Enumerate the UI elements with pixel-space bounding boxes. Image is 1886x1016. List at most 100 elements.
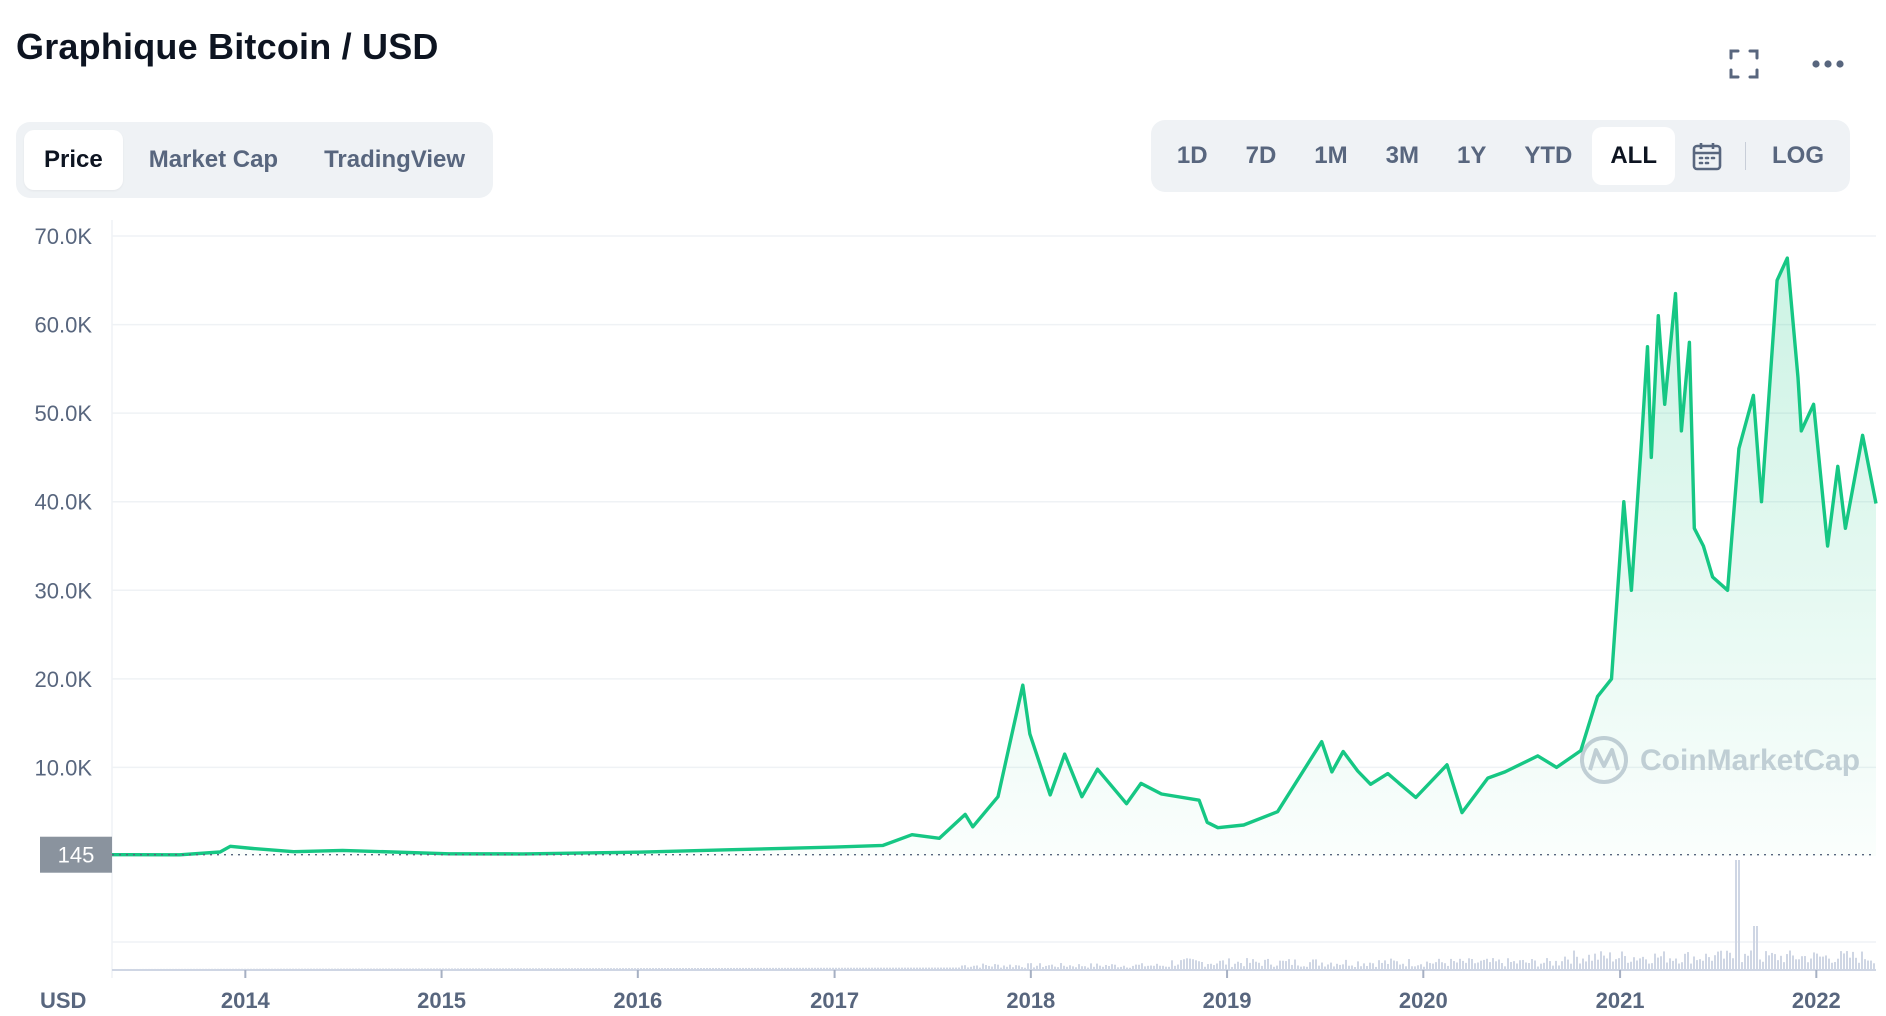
volume-bar [1348,965,1350,970]
volume-bar [1810,958,1812,970]
volume-bar [1357,961,1359,970]
y-tick-label: 50.0K [35,401,93,426]
volume-bar [904,967,906,970]
range-1y[interactable]: 1Y [1456,142,1487,169]
volume-bar [796,967,798,970]
volume-bar [1867,960,1869,970]
volume-bar [1603,955,1605,970]
volume-bar [1015,965,1017,970]
volume-bar [1141,963,1143,970]
volume-bar [715,967,717,970]
volume-bar [940,967,942,970]
volume-bar [1441,962,1443,970]
volume-bar [958,967,960,970]
volume-bar [1009,964,1011,970]
price-line [111,256,1878,857]
volume-bar [844,967,846,970]
tab-price[interactable]: Price [24,130,123,190]
volume-bar [1237,961,1239,970]
volume-bar [1732,958,1734,970]
volume-bar [1069,965,1071,970]
volume-bar [1612,961,1614,970]
volume-bar [982,963,984,970]
volume-bar [1507,958,1509,970]
volume-bar [859,967,861,970]
volume-bar [781,967,783,970]
volume-bar [1108,965,1110,970]
fullscreen-icon[interactable] [1724,44,1764,84]
volume-bar [1318,965,1320,970]
range-1d[interactable]: 1D [1176,142,1208,169]
volume-bar [832,967,834,970]
volume-bar [727,967,729,970]
volume-bar [1063,965,1065,970]
volume-bar [1561,961,1563,970]
range-3m[interactable]: 3M [1385,142,1419,169]
volume-bar [718,967,720,970]
volume-bar [841,967,843,970]
volume-bar [994,964,996,970]
x-tick-label: 2022 [1792,988,1841,1013]
calendar-icon[interactable] [1677,127,1737,185]
volume-bar [751,967,753,970]
volume-bar [1729,952,1731,970]
volume-bar [1678,963,1680,970]
volume-bar [1282,960,1284,970]
volume-bar [1738,860,1740,970]
volume-bar [1471,959,1473,970]
volume-bar [919,967,921,970]
volume-bar [1705,953,1707,970]
volume-bar [1555,960,1557,970]
volume-bar [1042,967,1044,970]
volume-bar [1798,959,1800,970]
more-horizontal-icon[interactable] [1808,44,1848,84]
volume-bar [1276,965,1278,970]
volume-bar [1864,959,1866,970]
volume-bar [736,967,738,970]
volume-bar [1771,952,1773,970]
tab-tradingview[interactable]: TradingView [324,146,466,173]
volume-bar [1081,966,1083,970]
range-ytd[interactable]: YTD [1524,142,1573,169]
volume-bar [1564,956,1566,970]
volume-bar [1177,964,1179,970]
y-tick-label: 40.0K [35,490,93,515]
volume-bar [1624,956,1626,970]
volume-bar [862,967,864,970]
volume-bar [1360,966,1362,970]
volume-bar [1294,959,1296,970]
volume-bar [1522,959,1524,970]
volume-bar [1048,965,1050,970]
volume-bar [1720,950,1722,970]
volume-bar [1165,966,1167,970]
volume-bar [1363,963,1365,970]
range-7d[interactable]: 7D [1245,142,1277,169]
volume-bar [1414,966,1416,970]
volume-bar [1270,964,1272,970]
volume-bar [1306,966,1308,970]
volume-bar [1543,962,1545,970]
volume-bar [1816,953,1818,970]
volume-bar [1135,964,1137,970]
tab-market-cap[interactable]: Market Cap [148,146,279,173]
volume-bar [1684,953,1686,970]
volume-bar [1828,958,1830,970]
volume-bar [1378,960,1380,970]
volume-bar [889,967,891,970]
volume-bar [1432,963,1434,970]
volume-bar [1765,951,1767,970]
volume-bar [1675,958,1677,970]
log-scale-toggle[interactable]: LOG [1772,142,1824,169]
volume-bar [811,967,813,970]
x-tick-label: 2020 [1399,988,1448,1013]
volume-bar [961,965,963,970]
range-all[interactable]: ALL [1592,127,1675,185]
volume-bar [1342,964,1344,970]
volume-bar [1567,959,1569,970]
range-1m[interactable]: 1M [1314,142,1348,169]
volume-bar [820,967,822,970]
volume-bar [931,967,933,970]
volume-bar [1423,966,1425,970]
volume-bar [1759,959,1761,970]
volume-bar [1018,965,1020,970]
